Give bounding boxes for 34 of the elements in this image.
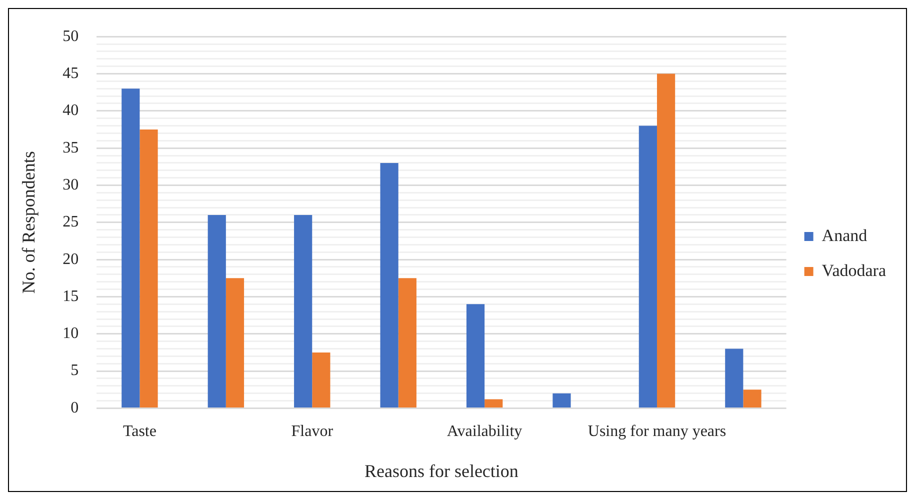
y-tick-label: 45 bbox=[62, 64, 79, 82]
y-tick-label: 10 bbox=[62, 325, 79, 342]
bar bbox=[380, 162, 398, 408]
y-tick-label: 0 bbox=[70, 399, 79, 416]
x-axis-title: Reasons for selection bbox=[364, 460, 518, 481]
legend-label: Vadodara bbox=[822, 260, 886, 280]
bar bbox=[552, 393, 571, 408]
bar bbox=[725, 348, 744, 408]
y-tick-label: 20 bbox=[62, 250, 79, 268]
y-tick-label: 5 bbox=[70, 362, 79, 380]
y-tick-label: 35 bbox=[62, 139, 79, 156]
y-tick-label: 30 bbox=[62, 176, 79, 194]
y-axis-title: No. of Respondents bbox=[18, 151, 39, 294]
x-tick-label: Availability bbox=[446, 423, 522, 440]
y-tick-label: 40 bbox=[62, 102, 79, 120]
legend-label: Anand bbox=[822, 226, 868, 245]
bar bbox=[140, 130, 158, 408]
bar bbox=[638, 126, 657, 408]
bar bbox=[656, 74, 676, 408]
bar bbox=[294, 214, 312, 408]
bar bbox=[398, 278, 416, 408]
x-tick-label: Flavor bbox=[291, 423, 334, 440]
bar bbox=[122, 88, 140, 408]
bar bbox=[466, 304, 485, 408]
bar bbox=[226, 278, 244, 408]
bar bbox=[208, 214, 226, 408]
y-tick-label: 15 bbox=[62, 288, 79, 305]
bar bbox=[484, 399, 503, 408]
x-tick-label: Taste bbox=[122, 423, 156, 440]
y-tick-label: 50 bbox=[62, 28, 79, 45]
bar bbox=[312, 352, 330, 408]
y-tick-label: 25 bbox=[62, 214, 79, 231]
bar bbox=[743, 390, 762, 408]
x-tick-label: Using for many years bbox=[588, 423, 726, 440]
